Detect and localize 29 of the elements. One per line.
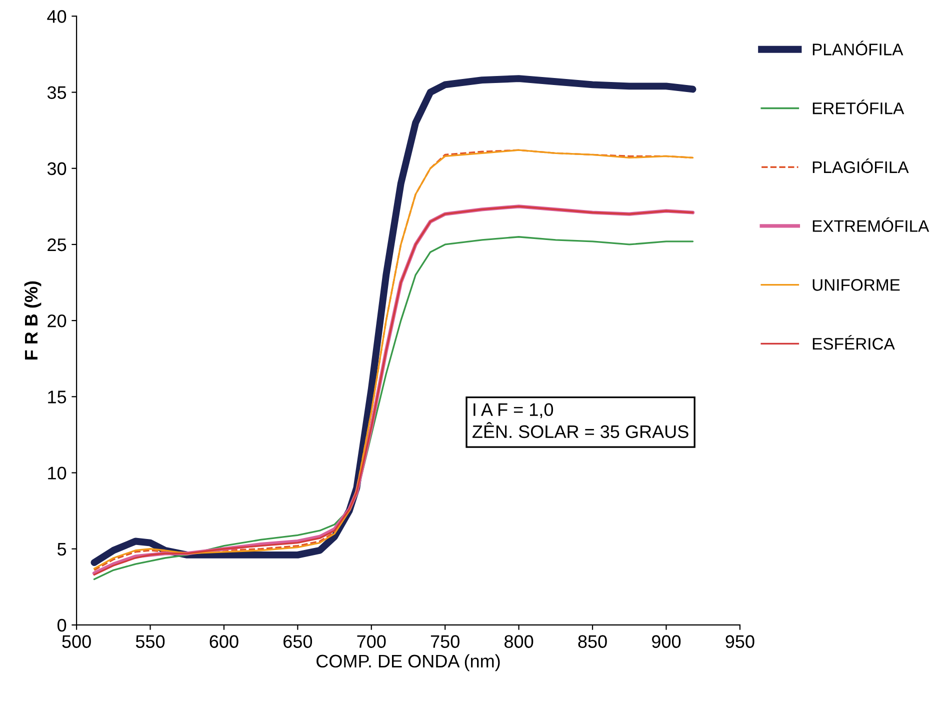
- y-axis-title: F R B (%): [24, 281, 42, 360]
- y-tick-label: 15: [48, 390, 66, 404]
- x-tick-label: 950: [726, 635, 754, 648]
- y-tick-label: 40: [47, 10, 66, 23]
- legend-label: PLANÓFILA: [812, 40, 904, 56]
- y-tick-label: 25: [48, 238, 66, 252]
- annotation: I A F = 1,0: [474, 403, 554, 418]
- x-tick-label: 500: [62, 635, 91, 648]
- x-tick-label: 700: [357, 635, 386, 648]
- x-tick-label: 600: [210, 635, 238, 648]
- y-tick-label: 35: [47, 86, 66, 99]
- legend-label: ESFÉRICA: [812, 335, 895, 350]
- x-tick-label: 550: [136, 635, 165, 648]
- legend-label: UNIFORME: [812, 279, 900, 291]
- x-tick-label: 750: [430, 635, 460, 648]
- legend-label: EXTREMÓFILA: [812, 217, 930, 232]
- x-tick-label: 800: [504, 635, 534, 648]
- legend-label: PLAGIÓFILA: [812, 158, 909, 174]
- x-tick-label: 650: [284, 635, 312, 648]
- legend-label: ERETÓFILA: [812, 100, 904, 114]
- y-tick-label: 20: [48, 314, 66, 328]
- x-axis-title: COMP. DE ONDA (nm): [316, 654, 500, 672]
- y-tick-label: 5: [58, 542, 66, 556]
- y-tick-label: 0: [57, 618, 66, 632]
- y-tick-label: 10: [48, 466, 66, 480]
- y-tick-label: 30: [47, 162, 66, 176]
- x-tick-label: 900: [652, 635, 681, 648]
- x-tick-label: 850: [578, 635, 607, 648]
- annotation: ZÊN. SOLAR = 35 GRAUS: [472, 422, 688, 438]
